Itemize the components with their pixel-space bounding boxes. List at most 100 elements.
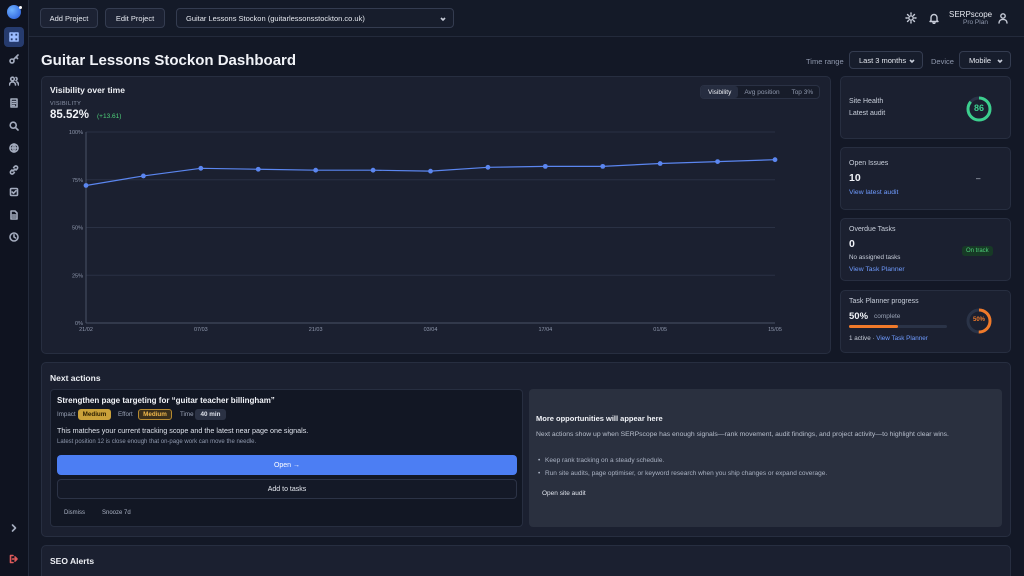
impact-badge: Medium <box>78 409 111 420</box>
visibility-value: 85.52% <box>50 109 90 121</box>
more-opportunities-desc: Next actions show up when SERPscope has … <box>536 431 949 438</box>
effort-label: Effort <box>118 411 133 418</box>
notifications-bell-icon[interactable] <box>928 12 940 25</box>
nav-document-icon[interactable] <box>4 205 24 225</box>
snooze-button[interactable]: Snooze 7d <box>102 510 131 516</box>
device-value: Mobile <box>969 55 992 65</box>
expand-sidebar-icon[interactable] <box>4 518 24 538</box>
metric-tabs: Visibility Avg position Top 3% <box>700 85 820 99</box>
chevron-down-icon <box>997 57 1003 64</box>
top-bar: Add Project Edit Project Guitar Lessons … <box>29 0 1024 37</box>
data-point <box>428 168 433 174</box>
tab-top3[interactable]: Top 3% <box>791 88 814 96</box>
x-tick-label: 21/02 <box>79 327 93 333</box>
impact-label: Impact <box>57 411 76 418</box>
y-tick-label: 0% <box>75 321 83 327</box>
visibility-card <box>41 76 831 354</box>
view-task-planner-link[interactable]: View Task Planner <box>849 266 905 273</box>
nav-link-icon[interactable] <box>4 160 24 180</box>
data-point <box>313 167 319 173</box>
action-title: Strengthen page targeting for “guitar te… <box>57 396 275 405</box>
more-opportunities-title: More opportunities will appear here <box>536 414 663 423</box>
visibility-chart: 100% 75% 50% 25% 0%21/02 07/03 21/03 03/04 17/04… <box>69 130 782 333</box>
nav-dashboard-icon[interactable] <box>4 27 24 47</box>
planner-value: 50% <box>849 311 869 322</box>
device-select[interactable]: Mobile <box>959 51 1011 69</box>
site-health-sub: Latest audit <box>849 110 886 117</box>
nav-users-icon[interactable] <box>4 71 24 91</box>
y-tick-label: 50% <box>72 226 83 232</box>
theme-toggle-icon[interactable] <box>905 12 917 24</box>
planner-progress-bar <box>849 325 947 328</box>
data-point <box>600 163 606 169</box>
x-tick-label: 21/03 <box>309 327 323 333</box>
logout-icon[interactable] <box>4 549 24 569</box>
data-point <box>657 161 663 166</box>
page-title: Guitar Lessons Stockon Dashboard <box>41 52 297 69</box>
dismiss-button[interactable]: Dismiss <box>64 510 85 516</box>
nav-globe-icon[interactable] <box>4 138 24 158</box>
overdue-value: 0 <box>849 238 855 250</box>
user-account-icon[interactable] <box>997 12 1009 24</box>
x-tick-label: 07/03 <box>194 327 208 333</box>
add-to-tasks-button[interactable]: Add to tasks <box>57 479 517 499</box>
visibility-title: Visibility over time <box>50 85 125 95</box>
site-health-score: 86 <box>973 103 984 113</box>
open-action-button[interactable]: Open → <box>57 455 517 475</box>
seo-alerts-title: SEO Alerts <box>50 556 95 566</box>
open-issues-title: Open Issues <box>849 160 889 167</box>
site-health-card <box>840 76 1011 139</box>
next-actions-title: Next actions <box>50 373 101 383</box>
app-logo[interactable] <box>7 5 21 19</box>
data-point <box>772 157 778 163</box>
more-bullet-1: Keep rank tracking on a steady schedule. <box>538 457 664 464</box>
effort-badge: Medium <box>138 409 172 420</box>
planner-sub: 1 active · View Task Planner <box>849 335 928 342</box>
data-point <box>370 167 376 173</box>
open-site-audit-link[interactable]: Open site audit <box>542 490 586 497</box>
planner-progress-fill <box>849 325 898 328</box>
time-label: Time <box>180 411 194 418</box>
site-health-title: Site Health <box>849 98 884 105</box>
y-tick-label: 75% <box>72 178 83 184</box>
planner-link[interactable]: View Task Planner <box>876 335 928 342</box>
data-point <box>542 163 548 169</box>
x-tick-label: 01/05 <box>653 327 667 333</box>
nav-keys-icon[interactable] <box>4 49 24 69</box>
brand-plan: Pro Plan <box>963 19 988 26</box>
open-issues-card <box>840 147 1011 210</box>
data-point <box>485 164 491 170</box>
view-latest-audit-link[interactable]: View latest audit <box>849 189 899 196</box>
y-tick-label: 100% <box>69 130 83 136</box>
action-desc: This matches your current tracking scope… <box>57 426 309 435</box>
tab-visibility[interactable]: Visibility <box>701 86 739 98</box>
chevron-down-icon <box>909 57 915 64</box>
nav-reports-icon[interactable] <box>4 93 24 113</box>
data-point <box>83 183 89 188</box>
x-tick-label: 17/04 <box>538 327 552 333</box>
visibility-metric-label: VISIBILITY <box>50 101 82 107</box>
site-health-ring <box>966 96 992 122</box>
nav-search-icon[interactable] <box>4 116 24 136</box>
action-note: Latest position 12 is close enough that … <box>57 439 257 445</box>
add-project-button[interactable]: Add Project <box>40 8 98 28</box>
y-tick-label: 25% <box>72 273 83 279</box>
sidebar <box>0 0 29 576</box>
planner-ring <box>966 308 992 334</box>
task-planner-card <box>840 290 1011 353</box>
status-badge: On track <box>962 246 993 256</box>
data-point <box>198 165 204 171</box>
nav-history-icon[interactable] <box>4 227 24 247</box>
tab-avg-position[interactable]: Avg position <box>744 88 780 96</box>
time-range-select[interactable]: Last 3 months <box>849 51 923 69</box>
nav-tasks-icon[interactable] <box>4 182 24 202</box>
planner-active-count: 1 active · <box>849 335 877 342</box>
more-bullet-2: Run site audits, page optimiser, or keyw… <box>538 470 827 477</box>
overdue-sub: No assigned tasks <box>849 254 901 261</box>
project-select[interactable]: Guitar Lessons Stockon (guitarlessonssto… <box>176 8 454 28</box>
open-issues-dash: – <box>976 174 981 183</box>
data-point <box>715 159 720 165</box>
x-tick-label: 15/05 <box>768 327 782 333</box>
overdue-title: Overdue Tasks <box>849 226 896 233</box>
edit-project-button[interactable]: Edit Project <box>105 8 165 28</box>
